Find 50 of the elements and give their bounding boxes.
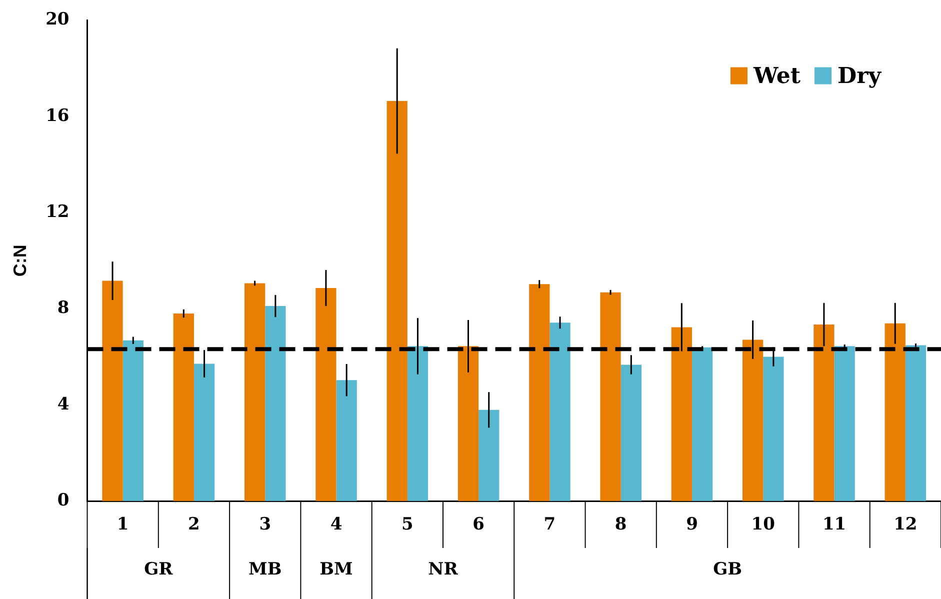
bar [742, 340, 764, 501]
y-tick-label: 16 [46, 106, 70, 126]
bar [692, 347, 713, 501]
bar [763, 356, 784, 501]
bar [458, 346, 479, 501]
x-tick-label: 3 [259, 514, 272, 534]
y-axis-title: C:N [10, 244, 30, 277]
x-tick-label: 1 [116, 514, 129, 534]
bar [814, 324, 834, 501]
bar [884, 323, 906, 501]
bar [173, 313, 194, 501]
x-tick-label: 11 [822, 514, 846, 534]
legend-label: Dry [838, 62, 882, 89]
x-tick-label: 6 [472, 514, 484, 534]
text: BM [320, 559, 354, 580]
bar [122, 340, 144, 501]
bar [316, 288, 336, 501]
bar [386, 100, 408, 501]
bar [620, 364, 642, 501]
bar [529, 284, 550, 501]
bar [194, 364, 215, 501]
bar [600, 292, 621, 501]
x-tick-label: 2 [188, 514, 200, 534]
bar [407, 346, 428, 501]
x-tick-label: 5 [401, 514, 414, 534]
bar [550, 322, 570, 501]
bar [671, 327, 692, 501]
x-tick-label: 9 [686, 514, 698, 534]
y-tick-label: 4 [57, 394, 70, 414]
bar [244, 283, 266, 501]
text: NR [428, 559, 459, 580]
legend-label: Wet [752, 62, 802, 89]
bar [336, 380, 357, 501]
text: GR [144, 559, 174, 580]
y-tick-label: 0 [57, 490, 70, 510]
bar [905, 345, 926, 501]
bar [478, 410, 500, 501]
x-tick-label: 4 [330, 514, 342, 534]
text: MB [248, 559, 282, 580]
y-tick-label: 12 [46, 202, 70, 222]
x-tick-label: 10 [751, 514, 776, 534]
x-tick-label: 7 [544, 514, 556, 534]
x-tick-label: 12 [894, 514, 918, 534]
y-tick-label: 8 [57, 298, 70, 318]
y-tick-label: 20 [46, 10, 70, 30]
bar [102, 280, 123, 501]
x-tick-label: 8 [614, 514, 627, 534]
bar [265, 306, 286, 501]
bar [834, 346, 855, 501]
text: GB [713, 559, 742, 580]
